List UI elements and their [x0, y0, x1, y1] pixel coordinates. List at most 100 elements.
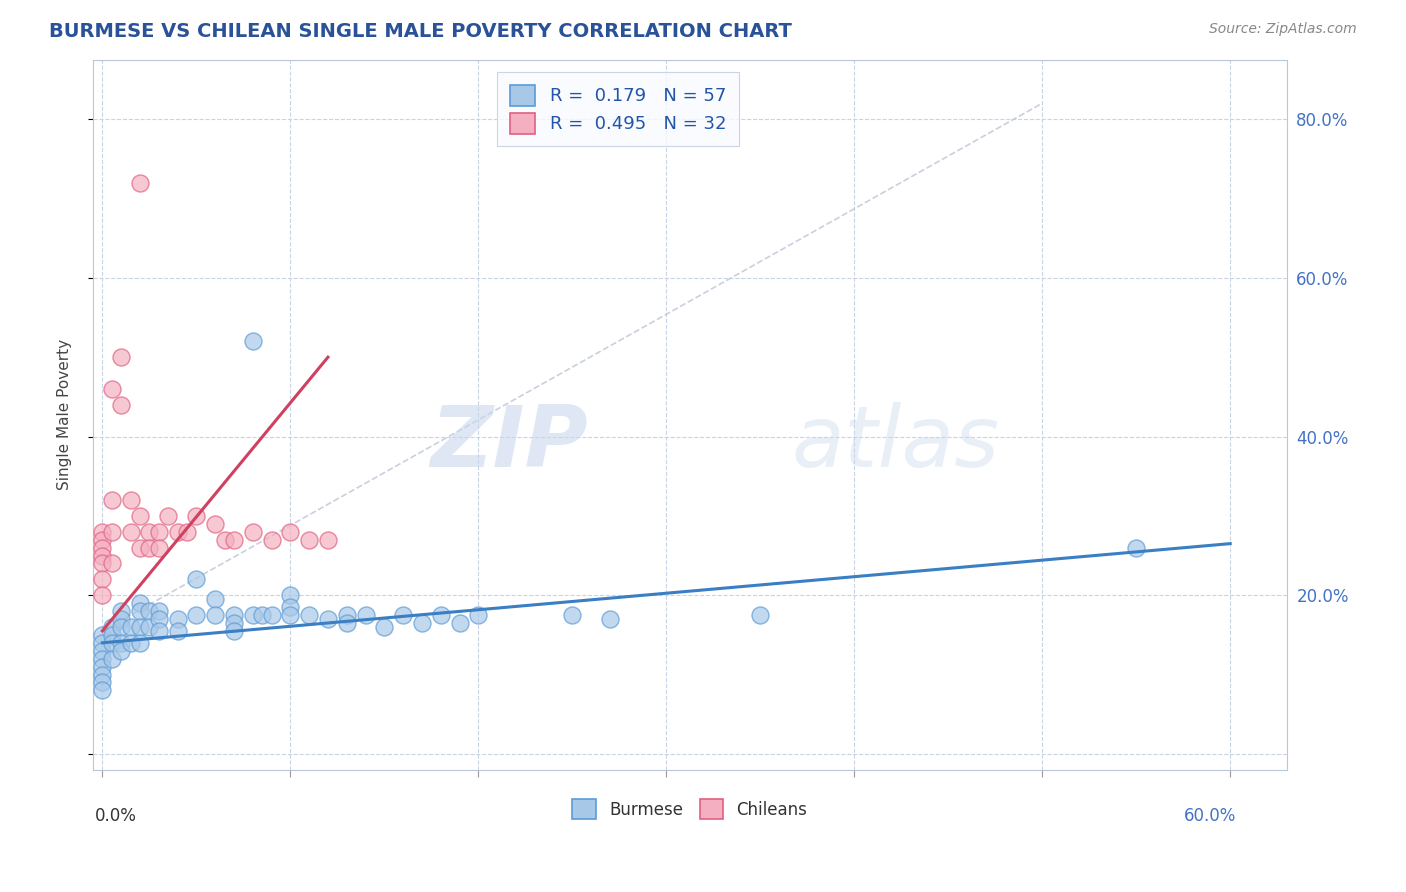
Text: ZIP: ZIP	[430, 401, 588, 484]
Point	[204, 608, 226, 623]
Point	[101, 493, 124, 508]
Point	[91, 524, 114, 539]
Point	[411, 615, 433, 630]
Point	[91, 683, 114, 698]
Point	[1125, 541, 1147, 555]
Point	[120, 493, 142, 508]
Point	[129, 596, 152, 610]
Point	[91, 659, 114, 673]
Point	[260, 533, 283, 547]
Point	[148, 612, 170, 626]
Point	[429, 608, 451, 623]
Point	[166, 624, 188, 638]
Point	[316, 533, 339, 547]
Point	[186, 572, 208, 586]
Point	[129, 636, 152, 650]
Point	[148, 541, 170, 555]
Point	[101, 382, 124, 396]
Text: atlas: atlas	[792, 401, 1000, 484]
Point	[166, 612, 188, 626]
Point	[148, 604, 170, 618]
Point	[110, 636, 132, 650]
Point	[336, 608, 359, 623]
Point	[138, 541, 160, 555]
Point	[242, 524, 264, 539]
Point	[280, 608, 302, 623]
Text: Source: ZipAtlas.com: Source: ZipAtlas.com	[1209, 22, 1357, 37]
Point	[204, 592, 226, 607]
Point	[157, 508, 180, 523]
Point	[561, 608, 583, 623]
Point	[222, 624, 245, 638]
Point	[250, 608, 273, 623]
Point	[110, 350, 132, 364]
Point	[148, 624, 170, 638]
Point	[129, 541, 152, 555]
Point	[91, 644, 114, 658]
Point	[91, 533, 114, 547]
Point	[148, 524, 170, 539]
Point	[599, 612, 621, 626]
Point	[110, 398, 132, 412]
Point	[120, 620, 142, 634]
Point	[204, 516, 226, 531]
Point	[91, 628, 114, 642]
Text: BURMESE VS CHILEAN SINGLE MALE POVERTY CORRELATION CHART: BURMESE VS CHILEAN SINGLE MALE POVERTY C…	[49, 22, 792, 41]
Point	[242, 608, 264, 623]
Point	[336, 615, 359, 630]
Point	[91, 541, 114, 555]
Point	[138, 524, 160, 539]
Point	[129, 176, 152, 190]
Point	[91, 572, 114, 586]
Legend: Burmese, Chileans: Burmese, Chileans	[565, 793, 814, 825]
Point	[280, 600, 302, 615]
Point	[129, 620, 152, 634]
Point	[280, 524, 302, 539]
Text: 0.0%: 0.0%	[94, 806, 136, 825]
Point	[260, 608, 283, 623]
Point	[138, 604, 160, 618]
Point	[91, 667, 114, 681]
Point	[449, 615, 471, 630]
Point	[392, 608, 415, 623]
Point	[110, 644, 132, 658]
Point	[91, 675, 114, 690]
Point	[101, 620, 124, 634]
Point	[101, 557, 124, 571]
Point	[120, 636, 142, 650]
Point	[242, 334, 264, 349]
Point	[129, 604, 152, 618]
Point	[91, 651, 114, 665]
Point	[373, 620, 395, 634]
Point	[101, 628, 124, 642]
Point	[101, 636, 124, 650]
Point	[110, 620, 132, 634]
Point	[186, 608, 208, 623]
Point	[91, 557, 114, 571]
Point	[176, 524, 198, 539]
Point	[110, 612, 132, 626]
Point	[101, 651, 124, 665]
Point	[110, 604, 132, 618]
Point	[467, 608, 489, 623]
Point	[91, 636, 114, 650]
Point	[101, 524, 124, 539]
Point	[298, 608, 321, 623]
Point	[214, 533, 236, 547]
Point	[91, 549, 114, 563]
Point	[186, 508, 208, 523]
Point	[280, 588, 302, 602]
Point	[298, 533, 321, 547]
Point	[120, 524, 142, 539]
Point	[222, 615, 245, 630]
Point	[166, 524, 188, 539]
Point	[222, 608, 245, 623]
Point	[316, 612, 339, 626]
Point	[91, 588, 114, 602]
Point	[129, 508, 152, 523]
Y-axis label: Single Male Poverty: Single Male Poverty	[58, 339, 72, 491]
Point	[749, 608, 772, 623]
Point	[354, 608, 377, 623]
Point	[138, 620, 160, 634]
Text: 60.0%: 60.0%	[1184, 806, 1236, 825]
